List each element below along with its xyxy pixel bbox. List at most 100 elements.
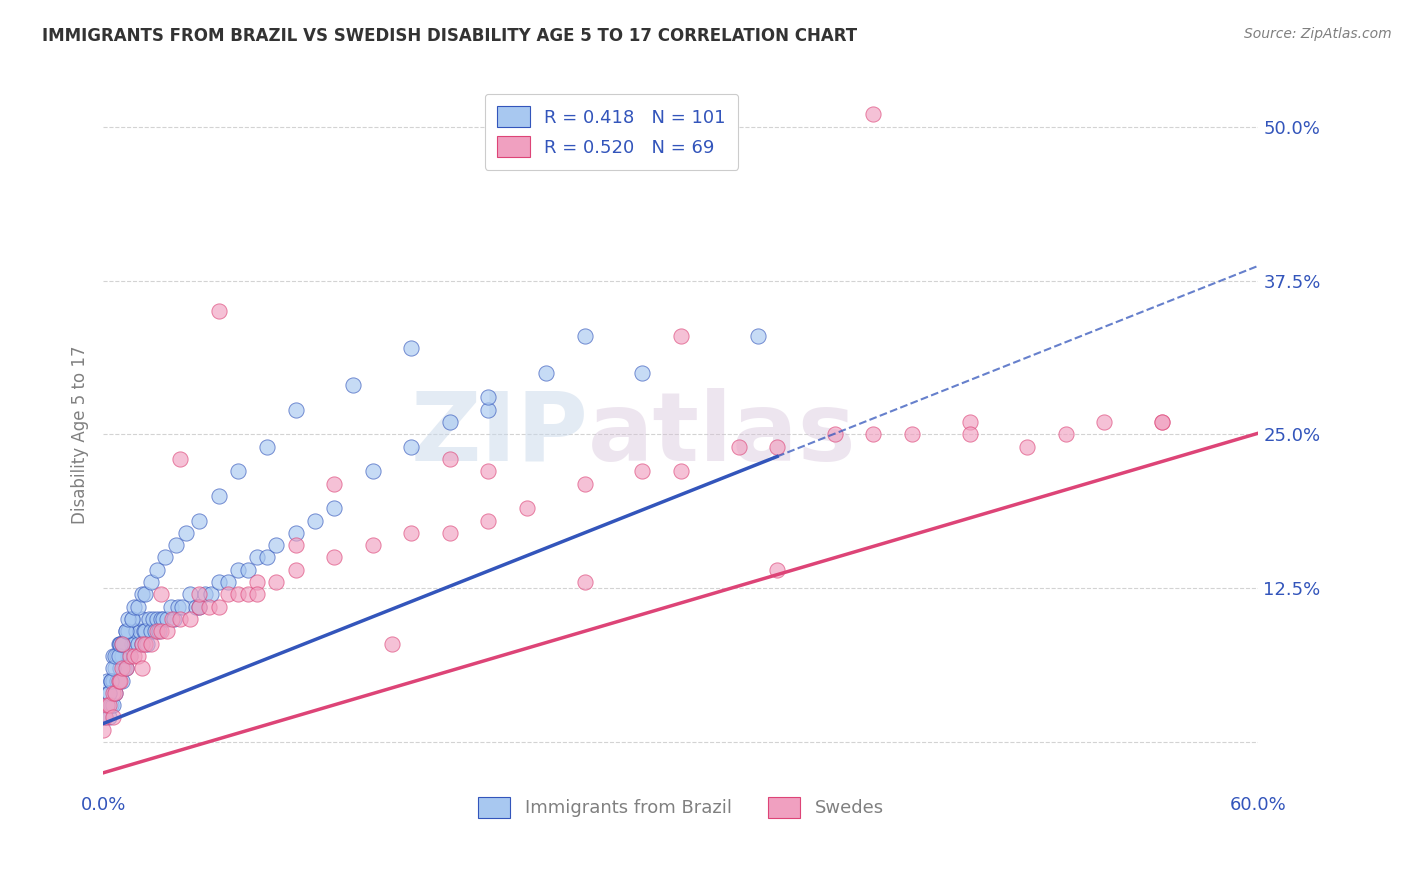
Point — [134, 624, 156, 639]
Point — [198, 599, 221, 614]
Point — [208, 489, 231, 503]
Point — [112, 661, 135, 675]
Point — [101, 648, 124, 663]
Point — [131, 637, 153, 651]
Point — [959, 427, 981, 442]
Point — [246, 575, 269, 590]
Point — [174, 525, 197, 540]
Point — [766, 440, 789, 454]
Point — [156, 612, 179, 626]
Point — [534, 366, 557, 380]
Point — [165, 538, 187, 552]
Point — [304, 514, 326, 528]
Point — [104, 661, 127, 675]
Point — [170, 599, 193, 614]
Point — [149, 587, 172, 601]
Legend: Immigrants from Brazil, Swedes: Immigrants from Brazil, Swedes — [471, 789, 891, 825]
Point — [574, 329, 596, 343]
Point — [146, 563, 169, 577]
Point — [115, 624, 138, 639]
Point — [121, 612, 143, 626]
Point — [146, 612, 169, 626]
Point — [100, 673, 122, 688]
Point — [1094, 415, 1116, 429]
Point — [121, 637, 143, 651]
Text: atlas: atlas — [588, 388, 858, 481]
Point — [143, 624, 166, 639]
Point — [959, 415, 981, 429]
Point — [167, 599, 190, 614]
Point — [747, 329, 769, 343]
Point — [127, 637, 149, 651]
Point — [127, 648, 149, 663]
Point — [236, 587, 259, 601]
Point — [1054, 427, 1077, 442]
Point — [138, 612, 160, 626]
Point — [94, 710, 117, 724]
Point — [516, 501, 538, 516]
Point — [96, 673, 118, 688]
Point — [256, 550, 278, 565]
Point — [121, 612, 143, 626]
Point — [323, 501, 346, 516]
Point — [236, 563, 259, 577]
Point — [141, 637, 163, 651]
Text: Source: ZipAtlas.com: Source: ZipAtlas.com — [1244, 27, 1392, 41]
Point — [117, 648, 139, 663]
Point — [101, 698, 124, 713]
Point — [669, 329, 692, 343]
Point — [120, 648, 142, 663]
Point — [901, 427, 924, 442]
Point — [125, 624, 148, 639]
Point — [104, 686, 127, 700]
Point — [439, 415, 461, 429]
Point — [194, 587, 217, 601]
Point — [162, 612, 184, 626]
Point — [256, 440, 278, 454]
Point — [128, 624, 150, 639]
Point — [200, 587, 222, 601]
Point — [134, 587, 156, 601]
Point — [96, 698, 118, 713]
Point — [96, 698, 118, 713]
Point — [1152, 415, 1174, 429]
Point — [115, 661, 138, 675]
Point — [97, 686, 120, 700]
Point — [188, 587, 211, 601]
Point — [188, 599, 211, 614]
Point — [156, 624, 179, 639]
Point — [727, 440, 749, 454]
Point — [439, 452, 461, 467]
Point — [188, 599, 211, 614]
Point — [323, 476, 346, 491]
Point — [246, 550, 269, 565]
Point — [101, 710, 124, 724]
Point — [111, 673, 134, 688]
Point — [131, 661, 153, 675]
Point — [226, 587, 249, 601]
Point — [159, 599, 181, 614]
Point — [169, 452, 191, 467]
Point — [361, 464, 384, 478]
Point — [266, 575, 288, 590]
Y-axis label: Disability Age 5 to 17: Disability Age 5 to 17 — [72, 345, 89, 524]
Point — [94, 710, 117, 724]
Point — [862, 107, 884, 121]
Point — [179, 587, 201, 601]
Point — [284, 402, 307, 417]
Point — [862, 427, 884, 442]
Point — [226, 563, 249, 577]
Point — [284, 538, 307, 552]
Point — [104, 648, 127, 663]
Point — [132, 624, 155, 639]
Point — [107, 637, 129, 651]
Point — [669, 464, 692, 478]
Point — [574, 476, 596, 491]
Point — [111, 637, 134, 651]
Point — [188, 514, 211, 528]
Point — [134, 637, 156, 651]
Point — [117, 612, 139, 626]
Point — [131, 587, 153, 601]
Point — [91, 723, 114, 737]
Point — [101, 686, 124, 700]
